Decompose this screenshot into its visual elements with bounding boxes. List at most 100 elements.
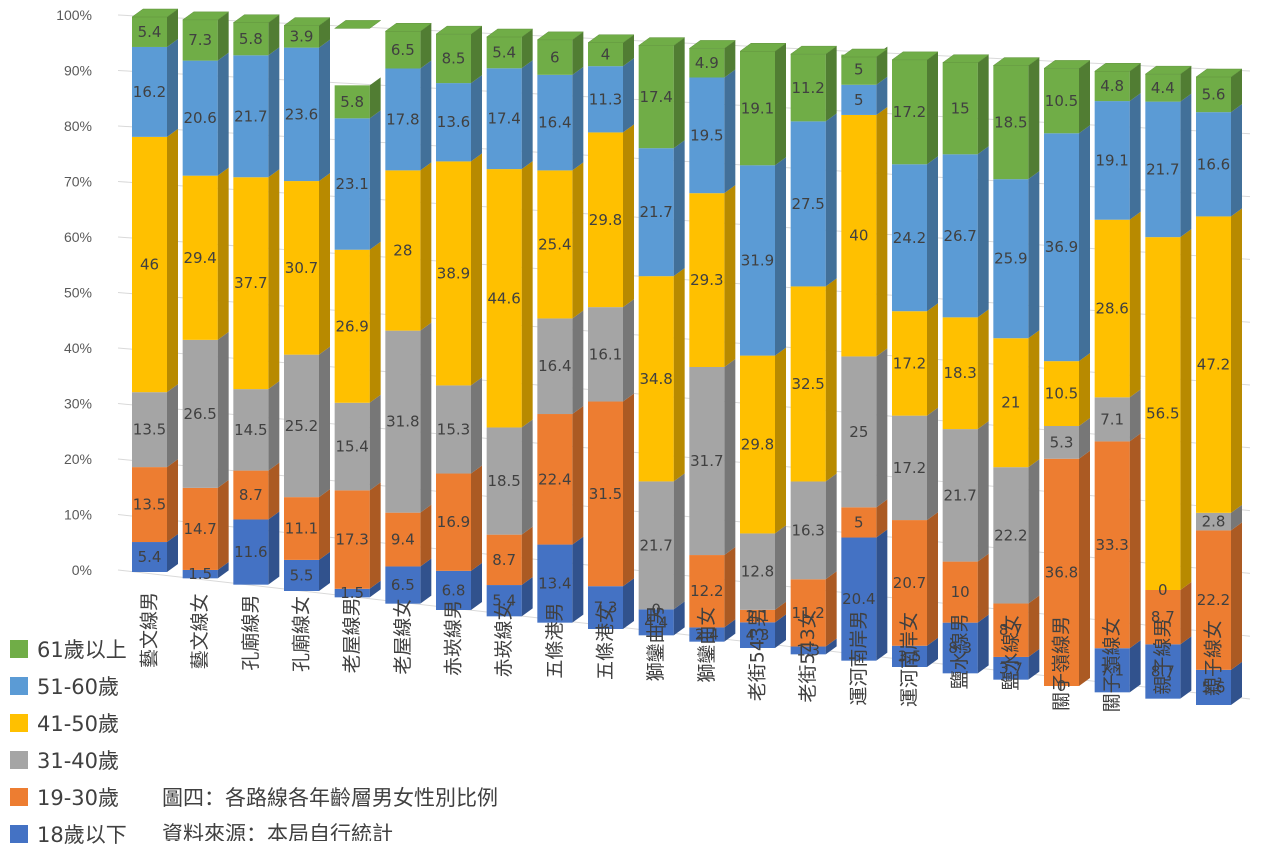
bar-segment [132, 136, 167, 393]
bar-stack [232, 14, 281, 585]
bar-segment-side [471, 465, 482, 571]
bar-segment-side [825, 571, 837, 647]
bar-segment-side [319, 551, 330, 591]
data-label: 31.5 [589, 485, 622, 503]
category-label: 藝文線男 [139, 592, 161, 668]
bar-segment-side [1180, 93, 1192, 238]
bar-segment-side [1231, 504, 1242, 531]
data-label: 22.2 [1197, 591, 1230, 609]
data-label: 22.2 [994, 526, 1027, 544]
bar-segment [1044, 68, 1079, 134]
y-tick-label: 70% [64, 174, 92, 190]
data-label: 1.5 [188, 565, 212, 583]
bar-segment [689, 366, 725, 556]
bar-segment [284, 354, 319, 498]
bar-segment [942, 154, 978, 318]
bar-stack [131, 8, 179, 572]
legend-swatch [10, 713, 28, 732]
bar-segment [233, 177, 269, 390]
bar-segment [334, 402, 370, 491]
bar-segment [436, 34, 471, 84]
bar-segment-side [1079, 125, 1090, 362]
y-tick-label: 60% [64, 229, 92, 245]
bar-segment [638, 276, 674, 482]
data-label: 16.3 [791, 521, 824, 539]
bar-segment [132, 17, 167, 47]
bar-segment-side [167, 459, 178, 543]
bar-segment [1196, 77, 1231, 113]
data-label: 4 [601, 45, 611, 63]
category-label: 五條港女 [595, 604, 617, 680]
data-label: 26.9 [335, 317, 368, 335]
bar-segment-side [217, 561, 229, 579]
bar-segment-side [1231, 522, 1242, 670]
data-label: 21.7 [234, 107, 267, 125]
bar-top-face [232, 14, 281, 23]
bar-segment [790, 286, 826, 482]
category-label: 獅鑾曲男 [645, 605, 667, 681]
bar-segment [689, 48, 725, 78]
bar-segment-side [217, 52, 229, 176]
bar-segment-side [572, 66, 584, 171]
bar-segment [892, 59, 927, 165]
bar-segment [1094, 397, 1130, 442]
bar-segment [1094, 648, 1130, 693]
data-label: 10.5 [1045, 385, 1078, 403]
bar-segment [1145, 237, 1181, 590]
bar-segment [993, 467, 1029, 604]
data-label: 31.9 [741, 251, 774, 269]
bar-segment-side [471, 153, 482, 386]
y-tick-label: 10% [64, 507, 92, 523]
data-label: 3.5 [898, 647, 922, 665]
legend-label: 41-50歲 [37, 711, 120, 736]
data-label: 5.6 [1202, 86, 1226, 104]
bar-segment-side [876, 529, 888, 661]
bar-segment [892, 415, 927, 521]
category-label: 老街543女 [797, 609, 819, 702]
bar-segment [790, 54, 826, 122]
category-label: 運河南岸女 [899, 612, 921, 707]
bar-segment [993, 179, 1029, 339]
bar-segment-side [623, 124, 634, 308]
bar-segment-side [167, 38, 178, 137]
data-label: 31.8 [386, 413, 419, 431]
bar-segment [284, 181, 319, 355]
bar-segment [740, 165, 775, 356]
data-label: 21.7 [639, 536, 672, 554]
data-label: 30.7 [285, 259, 318, 277]
bar-segment [132, 46, 167, 137]
bar-segment [182, 487, 218, 570]
bar-segment-side [927, 512, 938, 646]
bar-segment [385, 566, 421, 604]
bar-segment [436, 83, 471, 162]
bar-segment-side [369, 241, 381, 403]
legend-item-19-30: 19-30歲 [10, 778, 127, 815]
bar-segment-side [521, 60, 533, 170]
legend-swatch [10, 787, 28, 806]
bar-segment-side [268, 47, 280, 178]
bar-segment [132, 467, 167, 543]
bar-segment [1094, 71, 1130, 102]
data-label: 16.2 [133, 83, 166, 101]
bar-stack [992, 57, 1041, 680]
bar-segment [993, 338, 1029, 468]
bar-segment [537, 170, 573, 319]
data-label: 8.7 [1151, 608, 1175, 626]
data-label: 21.7 [943, 486, 976, 504]
bar-segment-side [977, 146, 989, 318]
data-label: 16.4 [538, 357, 571, 375]
legend: 61歲以上 51-60歲 41-50歲 31-40歲 19-30歲 18歲以下 [10, 630, 127, 852]
category-label: 運河南岸男 [848, 611, 870, 706]
bar-segment-side [268, 511, 280, 585]
bar-stack [739, 43, 787, 648]
data-label: 5.4 [138, 23, 162, 41]
bar-segment-side [369, 394, 381, 491]
bar-segment [892, 645, 927, 667]
bar-top-face [181, 11, 230, 21]
bar-top-face [637, 37, 686, 46]
bar-segment [537, 74, 573, 171]
data-label: 0 [1057, 677, 1067, 695]
bar-segment [385, 512, 421, 567]
data-label: 4.4 [644, 613, 668, 631]
category-label: 獅鑾曲女 [696, 607, 718, 683]
